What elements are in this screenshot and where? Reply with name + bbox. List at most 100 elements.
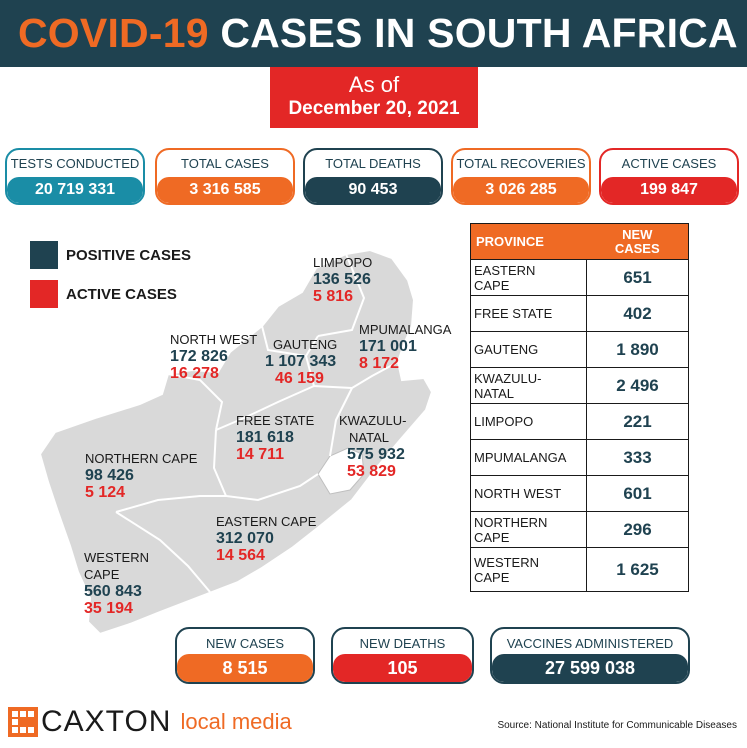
table-row: MPUMALANGA 333 [470, 439, 689, 476]
table-row: NORTHERN CAPE 296 [470, 511, 689, 548]
province-line1: NORTHERN [474, 514, 548, 530]
province-line1: WESTERN [474, 554, 539, 570]
stat-value: 27 599 038 [492, 654, 688, 682]
positive-cases: 181 618 [236, 429, 294, 446]
stat-label: TESTS CONDUCTED [10, 156, 140, 171]
row-value: 221 [586, 403, 689, 440]
map-label-gauteng: GAUTENG 1 107 343 46 159 [265, 336, 337, 387]
table-row: NORTH WEST 601 [470, 475, 689, 512]
stat-label: NEW DEATHS [359, 636, 446, 651]
map-label-western-cape: WESTERN CAPE 560 843 35 194 [84, 549, 149, 617]
province-name: LIMPOPO [313, 255, 373, 270]
row-province: FREE STATE [470, 295, 587, 332]
province-name: FREE STATE [236, 413, 315, 428]
legend-label: ACTIVE CASES [66, 285, 177, 303]
stat-label: TOTAL CASES [181, 156, 269, 171]
row-province: WESTERN CAPE [470, 547, 587, 592]
new-cases-table: PROVINCE NEW CASES EASTERN CAPE 651 FREE … [470, 223, 689, 592]
row-value: 601 [586, 475, 689, 512]
brand-subtitle: local media [180, 709, 292, 734]
date-prefix: As of [348, 72, 400, 97]
table-row: KWAZULU- NATAL 2 496 [470, 367, 689, 404]
province-name-line2: NATAL [349, 430, 389, 445]
stat-value: 105 [333, 654, 472, 682]
map-label-eastern-cape: EASTERN CAPE 312 070 14 564 [216, 513, 316, 564]
lesotho [317, 447, 365, 495]
stat-total-cases: TOTAL CASES 3 316 585 [155, 148, 295, 205]
province-line2: CAPE [474, 277, 510, 293]
province-line1: EASTERN [474, 262, 536, 278]
province-line1: GAUTENG [474, 342, 539, 357]
active-cases: 14 564 [216, 547, 265, 564]
legend-swatch-positive [30, 241, 58, 269]
date-value: December 20, 2021 [288, 98, 460, 119]
table-row: WESTERN CAPE 1 625 [470, 547, 689, 592]
brand-name: CAXTON [41, 705, 172, 738]
table-row: EASTERN CAPE 651 [470, 259, 689, 296]
province-line2: NATAL [474, 385, 514, 401]
caxton-logo-icon [8, 707, 38, 737]
row-value: 1 625 [586, 547, 689, 592]
stat-value: 20 719 331 [7, 177, 143, 203]
row-province: GAUTENG [470, 331, 587, 368]
province-line1: KWAZULU- [474, 370, 542, 386]
stat-total-recoveries: TOTAL RECOVERIES 3 026 285 [451, 148, 591, 205]
active-cases: 5 816 [313, 288, 354, 305]
table-row: FREE STATE 402 [470, 295, 689, 332]
active-cases: 14 711 [236, 446, 285, 463]
title-rest: CASES IN SOUTH AFRICA [220, 10, 738, 56]
positive-cases: 575 932 [347, 446, 405, 463]
row-value: 333 [586, 439, 689, 476]
table-row: GAUTENG 1 890 [470, 331, 689, 368]
caxton-logo: CAXTON local media [8, 707, 292, 737]
col-new-cases: NEW CASES [586, 223, 689, 260]
province-name-line2: CAPE [84, 567, 120, 582]
map-label-free-state: FREE STATE 181 618 14 711 [236, 412, 314, 463]
active-cases: 8 172 [359, 355, 400, 372]
map-label-northern-cape: NORTHERN CAPE 98 426 5 124 [85, 450, 197, 501]
positive-cases: 136 526 [313, 271, 371, 288]
positive-cases: 171 001 [359, 338, 417, 355]
row-province: MPUMALANGA [470, 439, 587, 476]
province-line2: CAPE [474, 569, 510, 585]
map-label-north-west: NORTH WEST 172 826 16 278 [170, 331, 257, 382]
stat-value: 3 026 285 [453, 177, 589, 203]
active-cases: 5 124 [85, 484, 126, 501]
stat-value: 3 316 585 [157, 177, 293, 203]
row-value: 402 [586, 295, 689, 332]
legend-item-active: ACTIVE CASES [30, 279, 191, 309]
stat-new-deaths: NEW DEATHS 105 [331, 627, 474, 684]
map-label-kwazulu-natal: KWAZULU- NATAL 575 932 53 829 [339, 412, 406, 480]
map-label-limpopo: LIMPOPO 136 526 5 816 [313, 254, 372, 305]
positive-cases: 98 426 [85, 467, 134, 484]
title-covid: COVID-19 [18, 10, 209, 56]
province-line2: CAPE [474, 529, 510, 545]
province-borders [115, 253, 399, 593]
legend-label: POSITIVE CASES [66, 246, 192, 264]
stat-value: 90 453 [305, 177, 441, 203]
table-header-row: PROVINCE NEW CASES [470, 223, 689, 260]
active-cases: 16 278 [170, 365, 219, 382]
stat-total-deaths: TOTAL DEATHS 90 453 [303, 148, 443, 205]
active-cases: 46 159 [275, 370, 324, 387]
province-name: NORTHERN CAPE [85, 451, 198, 466]
province-name: GAUTENG [273, 337, 338, 352]
row-value: 296 [586, 511, 689, 548]
positive-cases: 560 843 [84, 583, 142, 600]
row-province: NORTH WEST [470, 475, 587, 512]
province-name-line1: WESTERN [84, 550, 149, 565]
header-banner: COVID-19 CASES IN SOUTH AFRICA [0, 0, 747, 67]
province-line1: MPUMALANGA [474, 450, 567, 465]
positive-cases: 1 107 343 [265, 353, 337, 370]
active-cases: 35 194 [84, 600, 133, 617]
province-name: EASTERN CAPE [216, 514, 317, 529]
stat-active-cases: ACTIVE CASES 199 847 [599, 148, 739, 205]
row-value: 651 [586, 259, 689, 296]
active-cases: 53 829 [347, 463, 396, 480]
stat-vaccines-administered: VACCINES ADMINISTERED 27 599 038 [490, 627, 690, 684]
row-province: KWAZULU- NATAL [470, 367, 587, 404]
map-label-mpumalanga: MPUMALANGA 171 001 8 172 [359, 321, 451, 372]
country-outline [38, 248, 434, 636]
row-province: LIMPOPO [470, 403, 587, 440]
